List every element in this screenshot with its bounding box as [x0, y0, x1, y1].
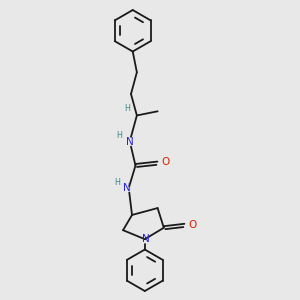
Text: N: N	[126, 137, 134, 147]
Text: H: H	[124, 104, 130, 113]
Text: O: O	[161, 158, 169, 167]
Text: H: H	[116, 130, 122, 140]
Text: O: O	[188, 220, 196, 230]
Text: H: H	[114, 178, 120, 187]
Text: N: N	[142, 234, 149, 244]
Text: N: N	[123, 183, 131, 194]
